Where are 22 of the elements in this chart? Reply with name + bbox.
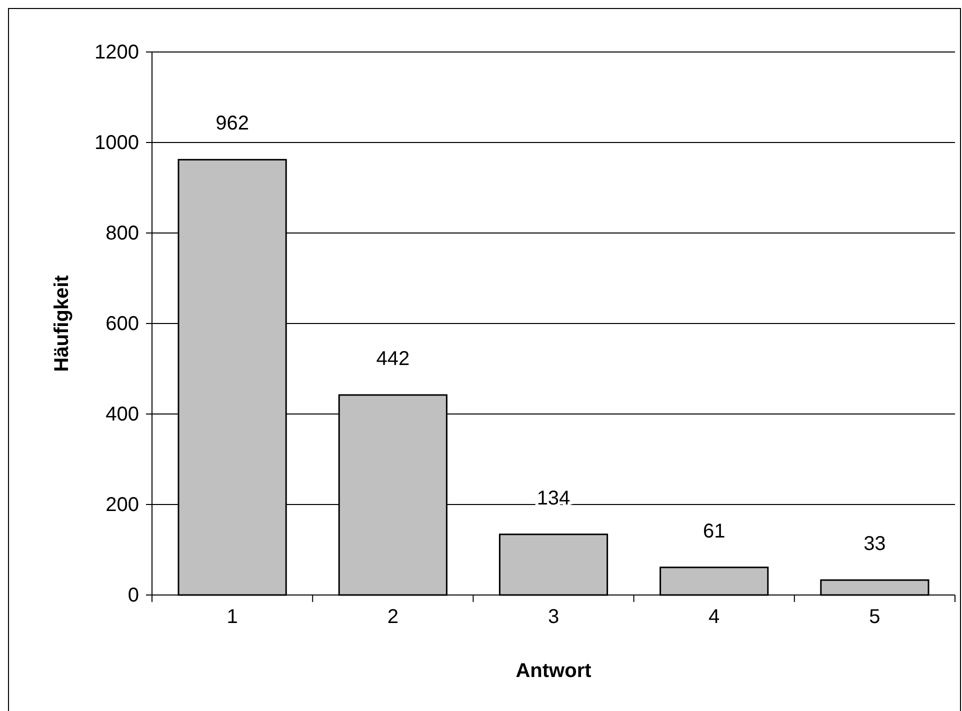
data-label: 61 xyxy=(702,520,726,542)
x-tick-label: 2 xyxy=(387,606,398,628)
x-axis-title: Antwort xyxy=(516,660,592,682)
y-tick-label: 1200 xyxy=(94,41,139,64)
bar xyxy=(820,579,930,596)
data-label: 134 xyxy=(536,487,570,510)
y-tick-label: 800 xyxy=(106,222,139,244)
y-tick-label: 400 xyxy=(106,403,139,426)
y-tick-label: 1000 xyxy=(94,132,139,154)
data-label: 442 xyxy=(376,348,410,370)
bar xyxy=(498,534,608,596)
data-label: 962 xyxy=(216,112,249,135)
y-tick-label: 200 xyxy=(106,494,139,516)
y-axis-title: Häufigkeit xyxy=(51,274,73,372)
x-tick-label: 5 xyxy=(869,606,880,628)
y-tick-label: 600 xyxy=(106,312,139,335)
x-tick-label: 3 xyxy=(548,606,560,628)
x-tick-label: 4 xyxy=(708,606,720,628)
x-tick-label: 1 xyxy=(226,606,238,628)
data-label: 33 xyxy=(864,533,886,556)
y-tick-label: 0 xyxy=(128,584,139,606)
bar xyxy=(660,566,769,596)
